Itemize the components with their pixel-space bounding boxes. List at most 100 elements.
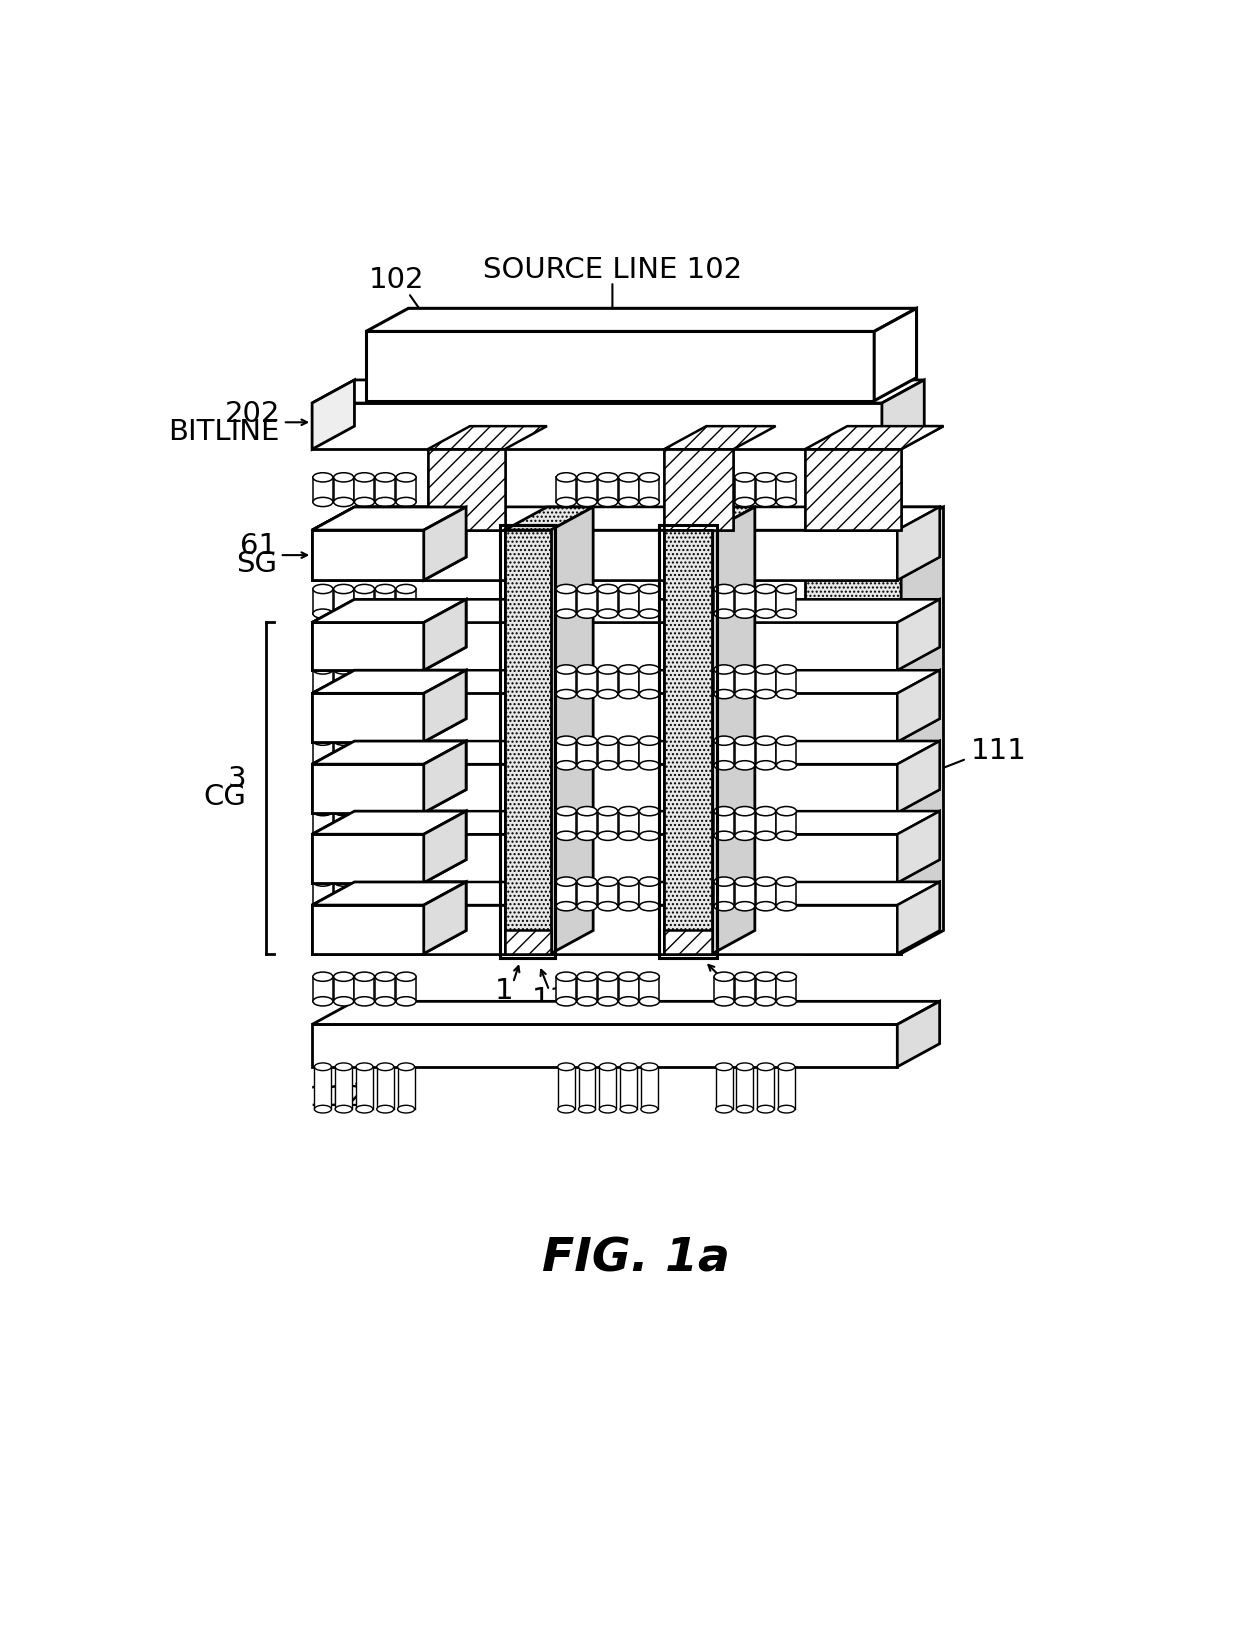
Bar [334, 811, 353, 836]
Ellipse shape [376, 831, 396, 841]
Ellipse shape [620, 1105, 637, 1113]
Polygon shape [312, 380, 355, 449]
Bar [735, 811, 755, 836]
Bar [396, 588, 417, 613]
Bar [619, 811, 639, 836]
Bar [660, 526, 717, 959]
Bar [557, 669, 577, 693]
Ellipse shape [557, 610, 577, 618]
Ellipse shape [334, 472, 353, 482]
Bar [505, 931, 551, 954]
Ellipse shape [640, 806, 660, 816]
Ellipse shape [577, 736, 596, 746]
Text: 13: 13 [532, 985, 569, 1015]
Ellipse shape [396, 472, 417, 482]
Ellipse shape [557, 690, 577, 698]
Ellipse shape [356, 1064, 373, 1070]
Ellipse shape [396, 690, 417, 698]
Ellipse shape [334, 972, 353, 982]
Ellipse shape [577, 472, 596, 482]
Ellipse shape [714, 610, 734, 618]
Ellipse shape [396, 972, 417, 982]
Bar [735, 977, 755, 1001]
Bar [312, 834, 898, 883]
Bar [428, 449, 505, 529]
Ellipse shape [557, 585, 577, 593]
Ellipse shape [355, 610, 374, 618]
Bar [776, 741, 796, 765]
Polygon shape [898, 1001, 940, 1067]
Bar [776, 977, 796, 1001]
Ellipse shape [755, 877, 776, 887]
Ellipse shape [714, 736, 734, 746]
Ellipse shape [598, 997, 618, 1006]
Ellipse shape [355, 901, 374, 911]
Ellipse shape [355, 760, 374, 770]
Bar [557, 741, 577, 765]
Bar [334, 477, 353, 502]
Text: 111: 111 [971, 738, 1027, 765]
Bar [714, 977, 734, 1001]
Text: CG: CG [203, 783, 247, 811]
Polygon shape [424, 811, 466, 883]
Ellipse shape [557, 972, 577, 982]
Bar [663, 529, 713, 954]
Ellipse shape [714, 806, 734, 816]
Bar [598, 882, 618, 906]
Ellipse shape [619, 901, 639, 911]
Bar [500, 526, 556, 959]
Ellipse shape [598, 585, 618, 593]
Ellipse shape [735, 760, 755, 770]
Ellipse shape [640, 610, 660, 618]
Ellipse shape [355, 806, 374, 816]
Ellipse shape [714, 972, 734, 982]
Bar [663, 449, 733, 529]
Bar [776, 588, 796, 613]
Bar [355, 669, 374, 693]
Polygon shape [663, 506, 755, 529]
Bar [805, 449, 901, 529]
Bar [776, 882, 796, 906]
Bar [500, 526, 556, 959]
Ellipse shape [641, 1105, 658, 1113]
Ellipse shape [312, 806, 332, 816]
Ellipse shape [619, 610, 639, 618]
Ellipse shape [355, 585, 374, 593]
Ellipse shape [755, 690, 776, 698]
Bar [577, 588, 596, 613]
Bar [805, 931, 901, 954]
Bar [805, 449, 901, 529]
Bar [599, 1067, 616, 1110]
Bar [619, 741, 639, 765]
Bar [663, 931, 713, 954]
Polygon shape [898, 506, 940, 580]
Polygon shape [312, 380, 924, 403]
Polygon shape [312, 882, 940, 905]
Ellipse shape [334, 610, 353, 618]
Bar [755, 669, 776, 693]
Bar [312, 529, 424, 580]
Ellipse shape [776, 472, 796, 482]
Bar [776, 477, 796, 502]
Bar [312, 588, 332, 613]
Ellipse shape [714, 690, 734, 698]
Bar [758, 1067, 774, 1110]
Bar [663, 931, 713, 954]
Text: SUT: SUT [728, 995, 785, 1023]
Ellipse shape [640, 585, 660, 593]
Polygon shape [312, 741, 940, 764]
Ellipse shape [735, 585, 755, 593]
Ellipse shape [598, 806, 618, 816]
Ellipse shape [577, 760, 596, 770]
Ellipse shape [557, 831, 577, 841]
Text: 202: 202 [224, 400, 280, 428]
Ellipse shape [640, 690, 660, 698]
Polygon shape [312, 600, 466, 623]
Text: 61: 61 [241, 533, 278, 561]
Ellipse shape [776, 585, 796, 593]
Ellipse shape [714, 997, 734, 1006]
Bar [620, 1067, 637, 1110]
Ellipse shape [619, 831, 639, 841]
Ellipse shape [640, 972, 660, 982]
Ellipse shape [776, 665, 796, 674]
